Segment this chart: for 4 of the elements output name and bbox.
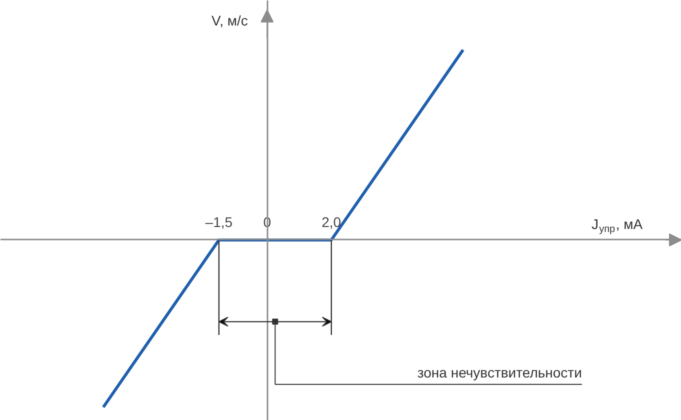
annotation: зона нечувствительности bbox=[417, 364, 582, 380]
x-tick-label: –1,5 bbox=[205, 214, 233, 230]
y-axis-title: V, м/с bbox=[212, 12, 248, 28]
x-tick-label: 2,0 bbox=[322, 214, 342, 230]
